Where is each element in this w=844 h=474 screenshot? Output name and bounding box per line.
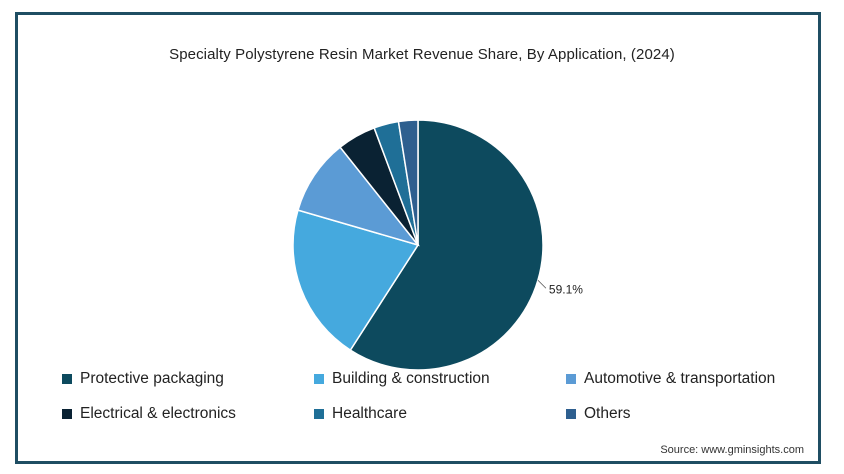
pie-slice-automotive-transportation xyxy=(297,146,421,247)
data-label: 59.1% xyxy=(549,282,583,296)
legend-swatch xyxy=(314,409,324,419)
legend-label: Electrical & electronics xyxy=(80,405,236,422)
legend-label: Building & construction xyxy=(332,370,490,387)
legend-item-building-construction: Building & construction xyxy=(314,370,490,388)
legend-label: Healthcare xyxy=(332,405,407,422)
legend-label: Protective packaging xyxy=(80,370,224,387)
legend-item-protective-packaging: Protective packaging xyxy=(62,370,224,388)
legend-swatch xyxy=(62,374,72,384)
pie-data-labels: 59.1% xyxy=(537,279,583,296)
legend-swatch xyxy=(566,374,576,384)
chart-title: Specialty Polystyrene Resin Market Reven… xyxy=(169,46,675,63)
legend-item-others: Others xyxy=(566,405,631,423)
legend-label: Others xyxy=(584,405,631,422)
legend-item-electrical-electronics: Electrical & electronics xyxy=(62,405,236,423)
data-label-leader xyxy=(537,279,547,289)
pie-slices xyxy=(292,119,544,371)
source-note: Source: www.gminsights.com xyxy=(660,444,804,456)
legend-swatch xyxy=(566,409,576,419)
legend-item-automotive-transportation: Automotive & transportation xyxy=(566,370,775,388)
legend-swatch xyxy=(62,409,72,419)
legend-item-healthcare: Healthcare xyxy=(314,405,407,423)
pie-slice-others xyxy=(397,119,419,246)
pie-slice-building-construction xyxy=(292,209,420,352)
legend-label: Automotive & transportation xyxy=(584,370,776,387)
legend-swatch xyxy=(314,374,324,384)
